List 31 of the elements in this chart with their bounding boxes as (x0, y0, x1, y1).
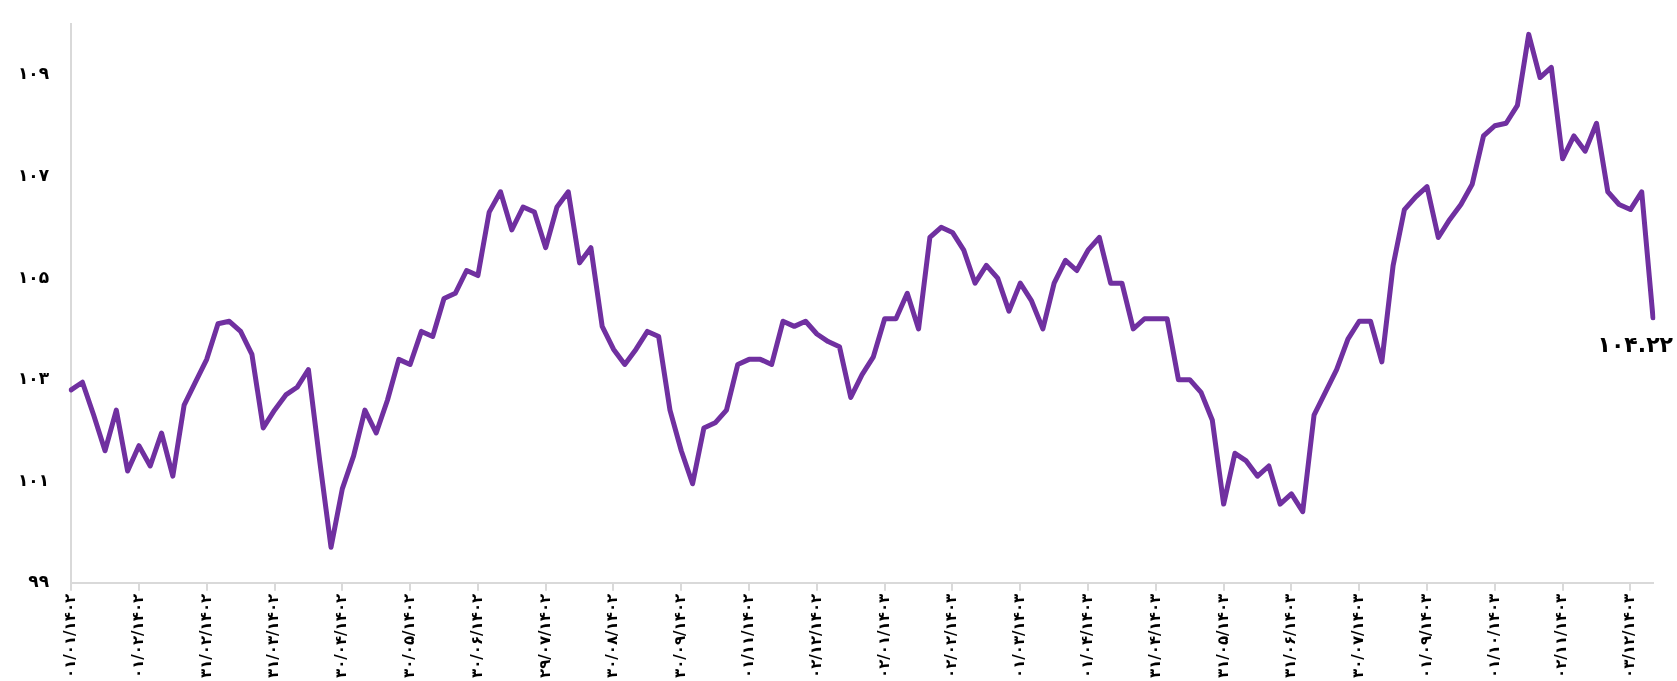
x-tick-label: ۳۰/۰۹/۱۴۰۲ (671, 593, 690, 678)
data-label: ۱۰۴.۲۲ (1597, 332, 1674, 358)
x-tick-label: ۳۱/۰۴/۱۴۰۳ (1145, 593, 1164, 678)
y-tick-label: ۱۰۳ (17, 368, 50, 389)
x-tick-label: ۰۱/۰۲/۱۴۰۲ (128, 593, 147, 678)
x-tick-label: ۰۲/۰۱/۱۴۰۳ (874, 593, 893, 678)
x-tick-label: ۰۲/۱۱/۱۴۰۳ (1552, 593, 1571, 678)
x-tick-label: ۲۹/۰۷/۱۴۰۲ (535, 593, 554, 678)
x-tick-label: ۳۰/۰۶/۱۴۰۲ (467, 593, 486, 678)
x-tick-label: ۰۱/۱۰/۱۴۰۳ (1484, 593, 1503, 678)
x-tick-label: ۰۲/۱۲/۱۴۰۲ (806, 593, 825, 678)
x-tick-label: ۳۱/۰۶/۱۴۰۳ (1281, 593, 1300, 678)
x-tick-label: ۰۲/۰۲/۱۴۰۳ (942, 593, 961, 678)
x-tick-label: ۰۱/۰۴/۱۴۰۳ (1077, 593, 1096, 678)
x-tick-label: ۳۰/۰۸/۱۴۰۲ (603, 593, 622, 678)
y-tick-label: ۱۰۷ (17, 164, 50, 185)
y-tick-label: ۱۰۵ (17, 266, 50, 287)
y-tick-label: ۱۰۹ (17, 63, 50, 84)
x-tick-label: ۰۱/۰۱/۱۴۰۲ (61, 593, 80, 678)
x-tick-label: ۳۰/۰۷/۱۴۰۳ (1349, 593, 1368, 678)
x-tick-label: ۰۱/۱۱/۱۴۰۲ (738, 593, 757, 678)
x-tick-label: ۰۱/۰۹/۱۴۰۳ (1416, 593, 1435, 678)
x-tick-label: ۳۰/۰۴/۱۴۰۲ (332, 593, 351, 678)
x-tick-label: ۳۱/۰۳/۱۴۰۲ (264, 593, 283, 678)
x-tick-label: ۰۱/۰۳/۱۴۰۳ (1010, 593, 1029, 678)
x-tick-label: ۰۳/۱۲/۱۴۰۳ (1620, 593, 1639, 678)
x-tick-label: ۳۱/۰۵/۱۴۰۳ (1213, 593, 1232, 678)
y-tick-label: ۹۹ (28, 571, 50, 592)
x-tick-label: ۳۰/۰۵/۱۴۰۲ (399, 593, 418, 678)
x-tick-label: ۳۱/۰۲/۱۴۰۲ (196, 593, 215, 678)
y-tick-label: ۱۰۱ (17, 469, 50, 490)
